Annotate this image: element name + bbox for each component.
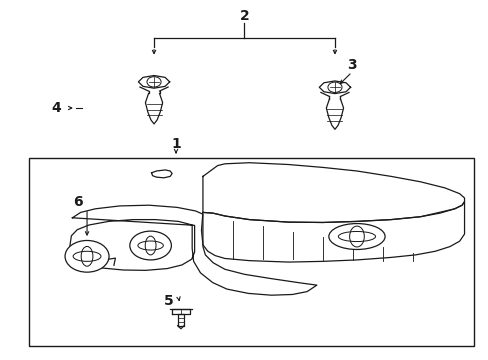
Ellipse shape	[328, 224, 385, 249]
Text: 5: 5	[163, 294, 173, 307]
Text: 2: 2	[239, 9, 249, 23]
Polygon shape	[201, 202, 464, 262]
Text: 4: 4	[51, 101, 61, 115]
Text: 1: 1	[171, 137, 181, 151]
Polygon shape	[151, 170, 172, 178]
Polygon shape	[70, 205, 316, 295]
Text: 3: 3	[346, 58, 356, 72]
Ellipse shape	[65, 240, 109, 272]
Text: 6: 6	[73, 195, 83, 208]
Polygon shape	[203, 163, 464, 222]
Bar	[29, 158, 473, 346]
Ellipse shape	[129, 231, 171, 260]
